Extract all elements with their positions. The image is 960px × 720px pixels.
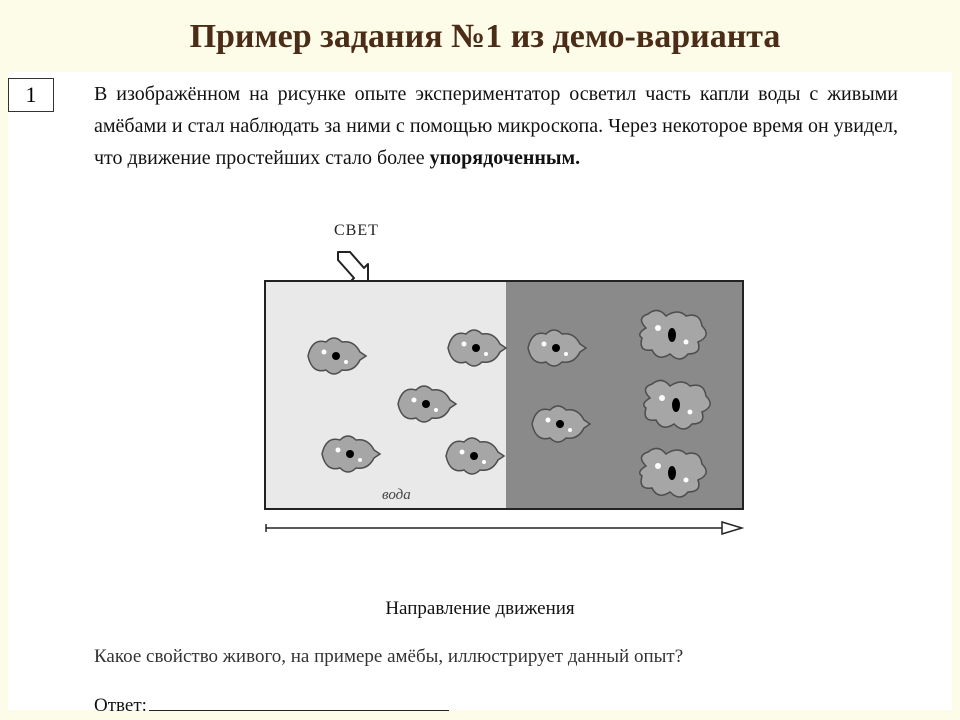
answer-label: Ответ: — [94, 695, 147, 717]
amoeba-pointed — [526, 324, 588, 372]
question-text: Какое свойство живого, на примере амёбы,… — [94, 646, 898, 668]
water-tank: вода — [264, 280, 744, 510]
task-body-bold: упорядоченным. — [430, 147, 581, 169]
amoeba-pointed — [446, 324, 508, 372]
content-panel: 1 В изображённом на рисунке опыте экспер… — [8, 72, 952, 710]
answer-blank-line — [149, 690, 449, 711]
amoeba-pointed — [396, 380, 458, 428]
amoeba-blob — [636, 446, 710, 500]
amoeba-pointed — [444, 432, 506, 480]
water-label: вода — [382, 487, 411, 504]
amoeba-blob — [636, 308, 710, 362]
amoeba-pointed — [306, 332, 368, 380]
light-label: СВЕТ — [334, 222, 379, 240]
direction-label: Направление движения — [8, 598, 952, 620]
task-body: В изображённом на рисунке опыте эксперим… — [94, 78, 898, 174]
amoeba-pointed — [320, 430, 382, 478]
direction-arrow-icon — [264, 518, 744, 538]
answer-row: Ответ: — [94, 690, 449, 717]
task-number-box: 1 — [8, 78, 54, 112]
amoeba-pointed — [530, 400, 592, 448]
slide-title: Пример задания №1 из демо-варианта — [50, 18, 920, 56]
amoeba-blob — [640, 378, 714, 432]
task-number: 1 — [26, 82, 37, 108]
experiment-diagram: СВЕТ вода — [264, 250, 744, 540]
